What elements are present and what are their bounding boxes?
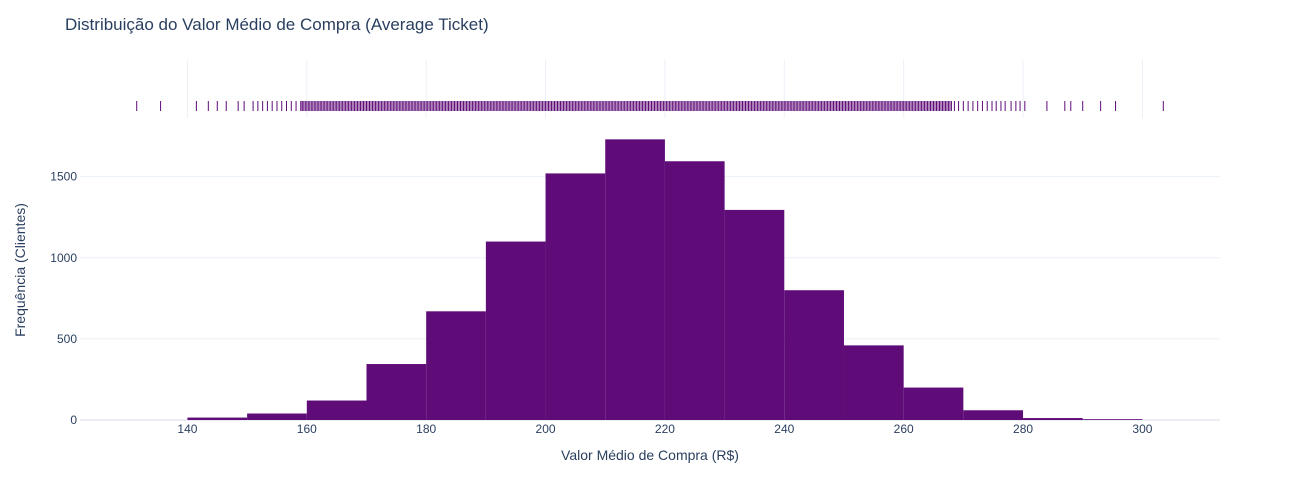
rug-gridlines [186,60,1143,118]
y-axis: 0 500 1000 1500 [50,170,77,427]
histogram-bar [724,209,785,420]
histogram-bar [187,417,248,420]
y-tick-label: 0 [70,413,77,427]
histogram-bar [426,311,486,420]
histogram-bar [545,173,606,420]
histogram-bar [605,139,665,420]
x-tick-label: 280 [1013,422,1033,436]
histogram-bar [366,364,427,420]
histogram-bar [247,413,307,420]
y-axis-title: Frequência (Clientes) [12,203,28,337]
histogram-bar [306,400,367,420]
x-axis-title: Valor Médio de Compra (R$) [561,447,739,463]
histogram-bar [903,387,964,420]
x-tick-label: 220 [655,422,675,436]
histogram-bar [664,161,725,420]
chart-title: Distribuição do Valor Médio de Compra (A… [65,15,489,34]
x-axis: 140 160 180 200 220 240 260 280 300 [177,422,1152,436]
x-tick-label: 260 [894,422,914,436]
histogram-bar [784,290,844,420]
x-tick-label: 140 [177,422,197,436]
y-tick-label: 500 [57,332,77,346]
x-tick-label: 200 [536,422,556,436]
histogram-bar [963,410,1024,420]
histogram-bar [1023,418,1083,420]
x-tick-label: 240 [774,422,794,436]
histogram-bar [1082,419,1143,420]
x-tick-label: 300 [1132,422,1152,436]
y-tick-label: 1000 [50,251,77,265]
y-tick-label: 1500 [50,170,77,184]
histogram-bar [843,345,904,420]
histogram-bar [485,241,546,420]
x-tick-label: 160 [297,422,317,436]
x-tick-label: 180 [416,422,436,436]
histogram-bars [187,139,1143,420]
rug-plot [136,101,1164,111]
